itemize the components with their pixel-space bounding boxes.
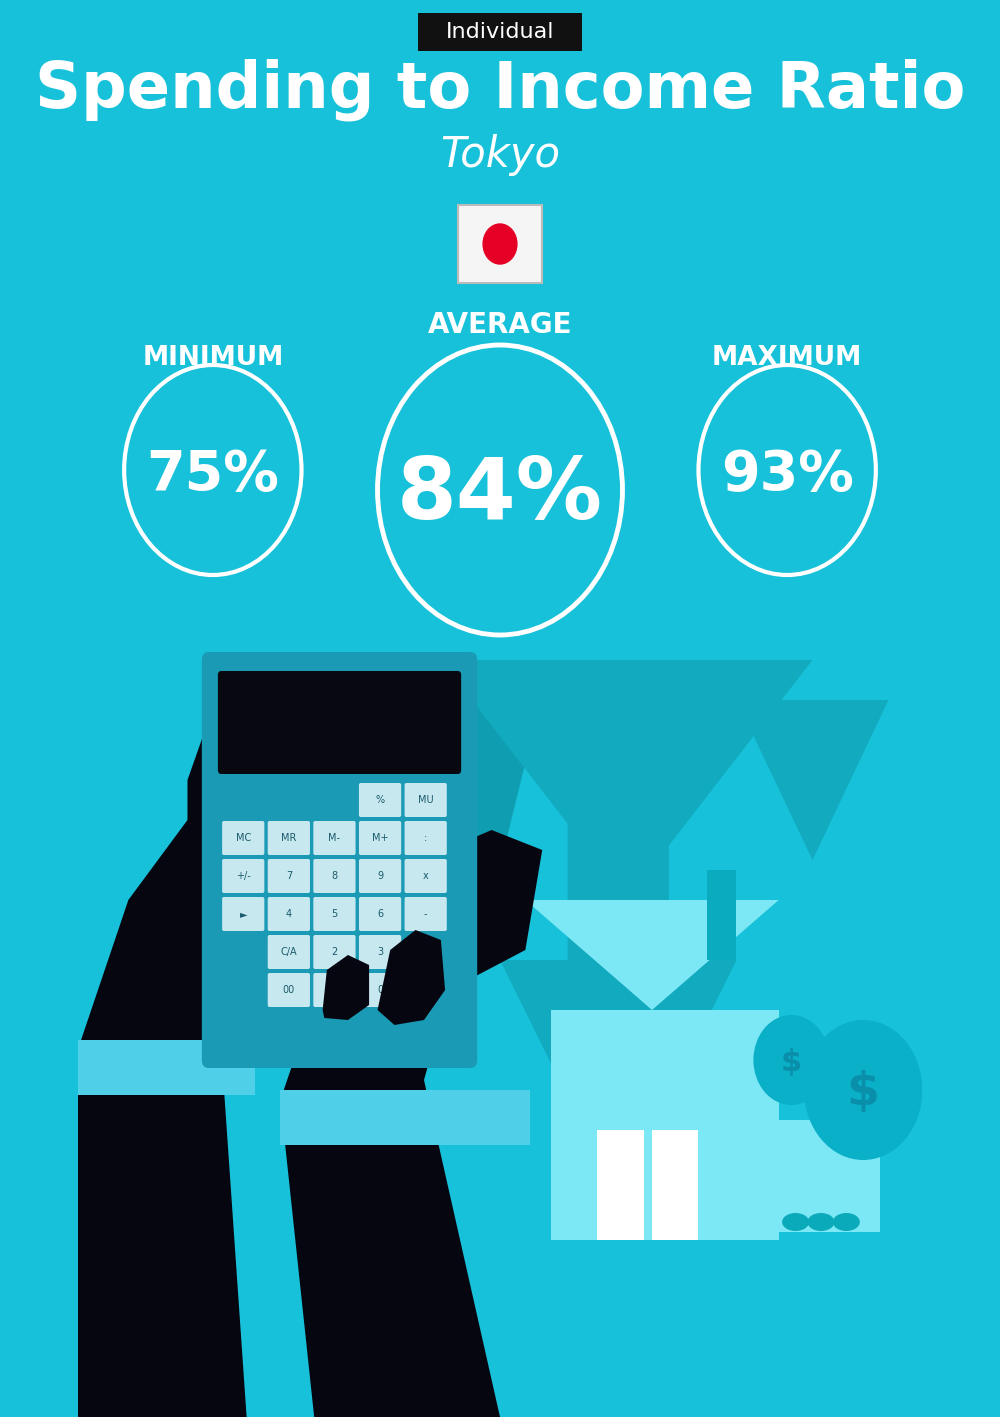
Circle shape (483, 224, 517, 264)
FancyBboxPatch shape (222, 897, 264, 931)
Ellipse shape (833, 1213, 860, 1231)
FancyBboxPatch shape (268, 897, 310, 931)
Polygon shape (378, 930, 445, 1024)
FancyBboxPatch shape (405, 784, 447, 818)
FancyBboxPatch shape (268, 859, 310, 893)
FancyBboxPatch shape (707, 870, 736, 959)
Polygon shape (187, 710, 264, 830)
FancyBboxPatch shape (359, 859, 401, 893)
Circle shape (804, 1020, 922, 1161)
FancyBboxPatch shape (780, 1017, 802, 1036)
Circle shape (753, 1015, 829, 1105)
Text: C/A: C/A (281, 947, 297, 956)
Text: M+: M+ (372, 833, 388, 843)
FancyBboxPatch shape (770, 1138, 880, 1161)
FancyBboxPatch shape (313, 859, 356, 893)
Text: 75%: 75% (146, 448, 279, 502)
Text: MU: MU (418, 795, 433, 805)
Text: M-: M- (328, 833, 340, 843)
FancyBboxPatch shape (202, 652, 477, 1068)
Text: -: - (424, 908, 427, 920)
Text: 7: 7 (286, 871, 292, 881)
Text: 0: 0 (377, 985, 383, 995)
FancyBboxPatch shape (359, 973, 401, 1007)
FancyBboxPatch shape (313, 820, 356, 854)
FancyBboxPatch shape (359, 897, 401, 931)
Text: +/-: +/- (236, 871, 251, 881)
FancyBboxPatch shape (359, 784, 401, 818)
FancyBboxPatch shape (418, 13, 582, 51)
FancyBboxPatch shape (458, 205, 542, 283)
FancyBboxPatch shape (268, 973, 310, 1007)
Polygon shape (356, 660, 551, 900)
FancyBboxPatch shape (770, 1210, 880, 1231)
Polygon shape (736, 700, 889, 860)
Text: Tokyo: Tokyo (440, 135, 560, 176)
Ellipse shape (807, 1213, 834, 1231)
FancyBboxPatch shape (405, 859, 447, 893)
FancyBboxPatch shape (405, 820, 447, 854)
Polygon shape (78, 801, 314, 1417)
Text: MAXIMUM: MAXIMUM (712, 344, 862, 371)
FancyBboxPatch shape (770, 1175, 880, 1196)
Text: 84%: 84% (397, 453, 603, 537)
FancyBboxPatch shape (405, 897, 447, 931)
FancyBboxPatch shape (652, 1129, 698, 1240)
Text: $: $ (781, 1047, 802, 1077)
Text: AVERAGE: AVERAGE (428, 310, 572, 339)
FancyBboxPatch shape (78, 1040, 255, 1095)
Ellipse shape (782, 1213, 809, 1231)
Polygon shape (280, 830, 542, 1417)
Text: 93%: 93% (721, 448, 854, 502)
Text: %: % (376, 795, 385, 805)
Text: 00: 00 (283, 985, 295, 995)
FancyBboxPatch shape (770, 1192, 880, 1214)
Text: 2: 2 (331, 947, 338, 956)
FancyBboxPatch shape (280, 1090, 530, 1145)
FancyBboxPatch shape (551, 1010, 779, 1240)
FancyBboxPatch shape (359, 820, 401, 854)
FancyBboxPatch shape (218, 672, 461, 774)
Text: Spending to Income Ratio: Spending to Income Ratio (35, 58, 965, 122)
Text: 4: 4 (286, 908, 292, 920)
FancyBboxPatch shape (313, 897, 356, 931)
Polygon shape (323, 955, 369, 1020)
FancyBboxPatch shape (268, 935, 310, 969)
Text: 8: 8 (331, 871, 338, 881)
Text: MINIMUM: MINIMUM (142, 344, 283, 371)
FancyBboxPatch shape (851, 1022, 875, 1044)
Text: 3: 3 (377, 947, 383, 956)
Text: x: x (423, 871, 429, 881)
FancyBboxPatch shape (222, 859, 264, 893)
Text: ►: ► (239, 908, 247, 920)
Text: $: $ (847, 1070, 880, 1115)
Text: 9: 9 (377, 871, 383, 881)
FancyBboxPatch shape (222, 820, 264, 854)
Text: Individual: Individual (446, 23, 554, 43)
Polygon shape (500, 660, 736, 1200)
FancyBboxPatch shape (313, 973, 356, 1007)
FancyBboxPatch shape (770, 1156, 880, 1178)
Text: 6: 6 (377, 908, 383, 920)
Text: MR: MR (281, 833, 297, 843)
Polygon shape (441, 660, 813, 900)
Polygon shape (525, 900, 779, 1010)
FancyBboxPatch shape (597, 1129, 644, 1240)
Text: .: . (333, 985, 336, 995)
FancyBboxPatch shape (359, 935, 401, 969)
Text: :: : (424, 833, 427, 843)
Text: MC: MC (236, 833, 251, 843)
FancyBboxPatch shape (268, 820, 310, 854)
FancyBboxPatch shape (770, 1119, 880, 1142)
FancyBboxPatch shape (313, 935, 356, 969)
Text: 5: 5 (331, 908, 338, 920)
